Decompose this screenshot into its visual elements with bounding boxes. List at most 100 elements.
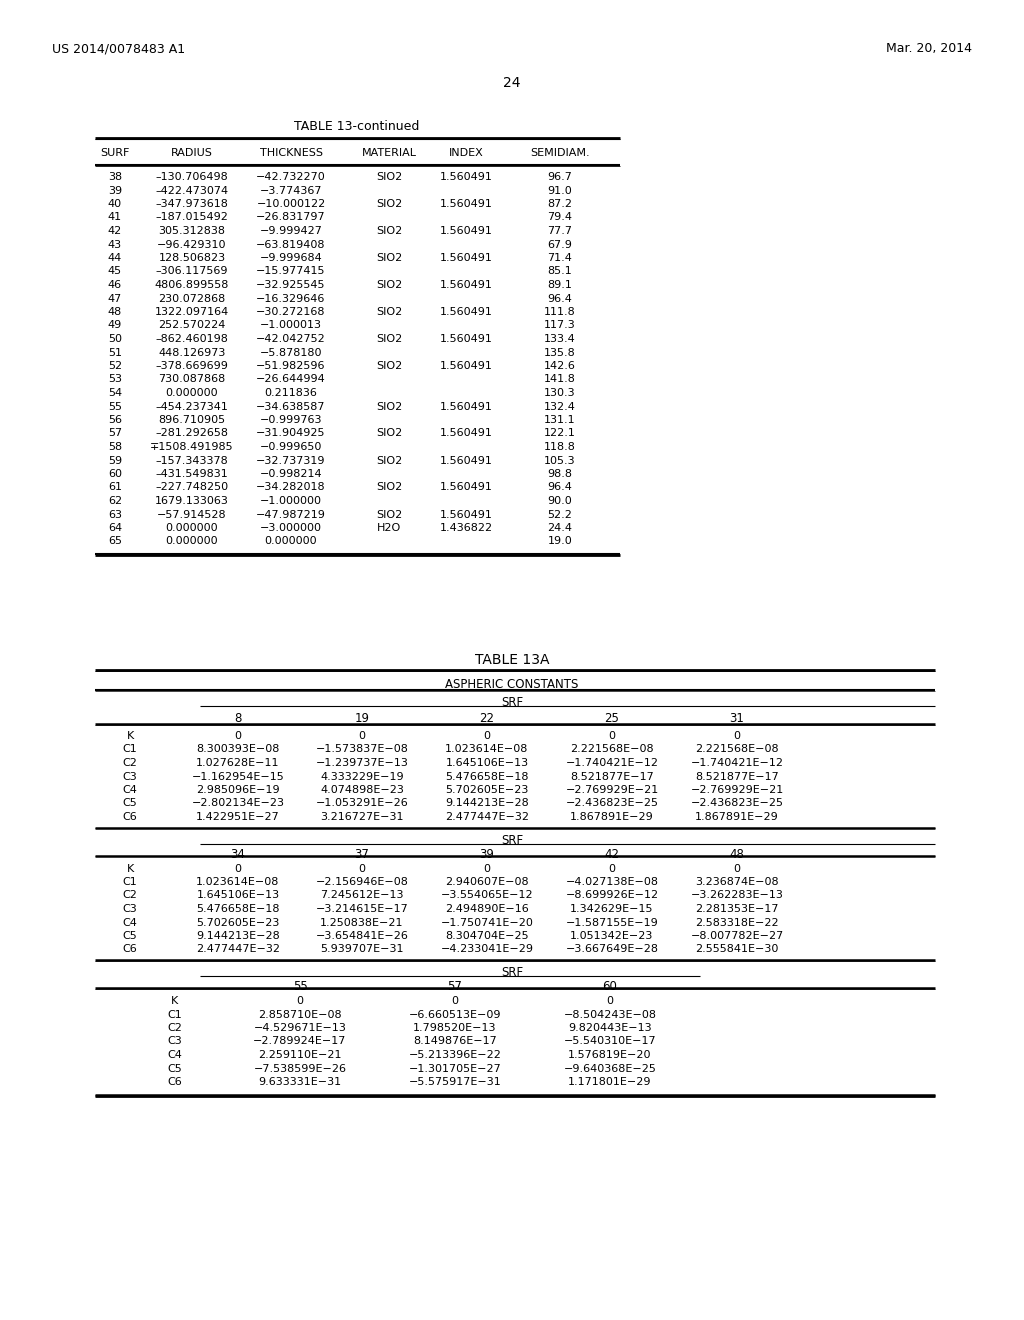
Text: −4.027138E−08: −4.027138E−08 <box>565 876 658 887</box>
Text: 60: 60 <box>602 979 617 993</box>
Text: 105.3: 105.3 <box>544 455 575 466</box>
Text: 1.560491: 1.560491 <box>439 253 493 263</box>
Text: 4.333229E−19: 4.333229E−19 <box>321 771 403 781</box>
Text: 64: 64 <box>108 523 122 533</box>
Text: 8.304704E−25: 8.304704E−25 <box>445 931 528 941</box>
Text: −8.504243E−08: −8.504243E−08 <box>563 1010 656 1019</box>
Text: −63.819408: −63.819408 <box>256 239 326 249</box>
Text: 1.560491: 1.560491 <box>439 334 493 345</box>
Text: 98.8: 98.8 <box>548 469 572 479</box>
Text: C4: C4 <box>123 917 137 928</box>
Text: 2.985096E−19: 2.985096E−19 <box>197 785 280 795</box>
Text: −15.977415: −15.977415 <box>256 267 326 276</box>
Text: −31.904925: −31.904925 <box>256 429 326 438</box>
Text: 141.8: 141.8 <box>544 375 575 384</box>
Text: 57: 57 <box>108 429 122 438</box>
Text: 730.087868: 730.087868 <box>159 375 225 384</box>
Text: 1.560491: 1.560491 <box>439 172 493 182</box>
Text: 58: 58 <box>108 442 122 451</box>
Text: ∓1508.491985: ∓1508.491985 <box>151 442 233 451</box>
Text: SIO2: SIO2 <box>376 455 402 466</box>
Text: −26.831797: −26.831797 <box>256 213 326 223</box>
Text: 49: 49 <box>108 321 122 330</box>
Text: 53: 53 <box>108 375 122 384</box>
Text: 131.1: 131.1 <box>544 414 575 425</box>
Text: 2.583318E−22: 2.583318E−22 <box>695 917 779 928</box>
Text: 1.422951E−27: 1.422951E−27 <box>197 812 280 822</box>
Text: −4.233041E−29: −4.233041E−29 <box>440 945 534 954</box>
Text: 4.074898E−23: 4.074898E−23 <box>321 785 403 795</box>
Text: 9.633331E−31: 9.633331E−31 <box>258 1077 342 1086</box>
Text: 1.645106E−13: 1.645106E−13 <box>197 891 280 900</box>
Text: 1.560491: 1.560491 <box>439 280 493 290</box>
Text: 1.342629E−15: 1.342629E−15 <box>570 904 653 913</box>
Text: H2O: H2O <box>377 523 401 533</box>
Text: 4806.899558: 4806.899558 <box>155 280 229 290</box>
Text: −2.789924E−17: −2.789924E−17 <box>253 1036 347 1047</box>
Text: 8.149876E−17: 8.149876E−17 <box>413 1036 497 1047</box>
Text: −34.282018: −34.282018 <box>256 483 326 492</box>
Text: 1.798520E−13: 1.798520E−13 <box>414 1023 497 1034</box>
Text: −1.239737E−13: −1.239737E−13 <box>315 758 409 768</box>
Text: 96.7: 96.7 <box>548 172 572 182</box>
Text: TABLE 13A: TABLE 13A <box>475 653 549 667</box>
Text: SIO2: SIO2 <box>376 429 402 438</box>
Text: −1.740421E−12: −1.740421E−12 <box>690 758 783 768</box>
Text: 135.8: 135.8 <box>544 347 575 358</box>
Text: 122.1: 122.1 <box>544 429 575 438</box>
Text: 90.0: 90.0 <box>548 496 572 506</box>
Text: 89.1: 89.1 <box>548 280 572 290</box>
Text: 896.710905: 896.710905 <box>159 414 225 425</box>
Text: –431.549831: –431.549831 <box>156 469 228 479</box>
Text: 24.4: 24.4 <box>548 523 572 533</box>
Text: 22: 22 <box>479 711 495 725</box>
Text: 0.000000: 0.000000 <box>264 536 317 546</box>
Text: 39: 39 <box>479 847 495 861</box>
Text: 2.477447E−32: 2.477447E−32 <box>196 945 280 954</box>
Text: −2.769929E−21: −2.769929E−21 <box>565 785 658 795</box>
Text: 128.506823: 128.506823 <box>159 253 225 263</box>
Text: 0.000000: 0.000000 <box>166 388 218 399</box>
Text: C6: C6 <box>168 1077 182 1086</box>
Text: C5: C5 <box>123 931 137 941</box>
Text: 1.560491: 1.560491 <box>439 199 493 209</box>
Text: 65: 65 <box>108 536 122 546</box>
Text: SIO2: SIO2 <box>376 334 402 345</box>
Text: 305.312838: 305.312838 <box>159 226 225 236</box>
Text: C2: C2 <box>123 758 137 768</box>
Text: −57.914528: −57.914528 <box>158 510 226 520</box>
Text: −1.573837E−08: −1.573837E−08 <box>315 744 409 755</box>
Text: −3.774367: −3.774367 <box>260 186 323 195</box>
Text: 1.023614E−08: 1.023614E−08 <box>445 744 528 755</box>
Text: K: K <box>126 863 133 874</box>
Text: K: K <box>171 997 178 1006</box>
Text: −42.732270: −42.732270 <box>256 172 326 182</box>
Text: C5: C5 <box>168 1064 182 1073</box>
Text: C3: C3 <box>123 771 137 781</box>
Text: 0.211836: 0.211836 <box>264 388 317 399</box>
Text: 59: 59 <box>108 455 122 466</box>
Text: −3.667649E−28: −3.667649E−28 <box>565 945 658 954</box>
Text: −1.000013: −1.000013 <box>260 321 322 330</box>
Text: 41: 41 <box>108 213 122 223</box>
Text: 0: 0 <box>733 731 740 741</box>
Text: –130.706498: –130.706498 <box>156 172 228 182</box>
Text: 0: 0 <box>452 997 459 1006</box>
Text: 1.051342E−23: 1.051342E−23 <box>570 931 653 941</box>
Text: −1.301705E−27: −1.301705E−27 <box>409 1064 502 1073</box>
Text: −1.750741E−20: −1.750741E−20 <box>440 917 534 928</box>
Text: −2.436823E−25: −2.436823E−25 <box>565 799 658 808</box>
Text: −34.638587: −34.638587 <box>256 401 326 412</box>
Text: 5.476658E−18: 5.476658E−18 <box>445 771 528 781</box>
Text: –281.292658: –281.292658 <box>156 429 228 438</box>
Text: 0: 0 <box>297 997 303 1006</box>
Text: −0.999650: −0.999650 <box>260 442 323 451</box>
Text: 9.144213E−28: 9.144213E−28 <box>445 799 528 808</box>
Text: 56: 56 <box>108 414 122 425</box>
Text: 52: 52 <box>108 360 122 371</box>
Text: INDEX: INDEX <box>449 148 483 158</box>
Text: 0.000000: 0.000000 <box>166 536 218 546</box>
Text: 50: 50 <box>108 334 122 345</box>
Text: 91.0: 91.0 <box>548 186 572 195</box>
Text: 1679.133063: 1679.133063 <box>155 496 229 506</box>
